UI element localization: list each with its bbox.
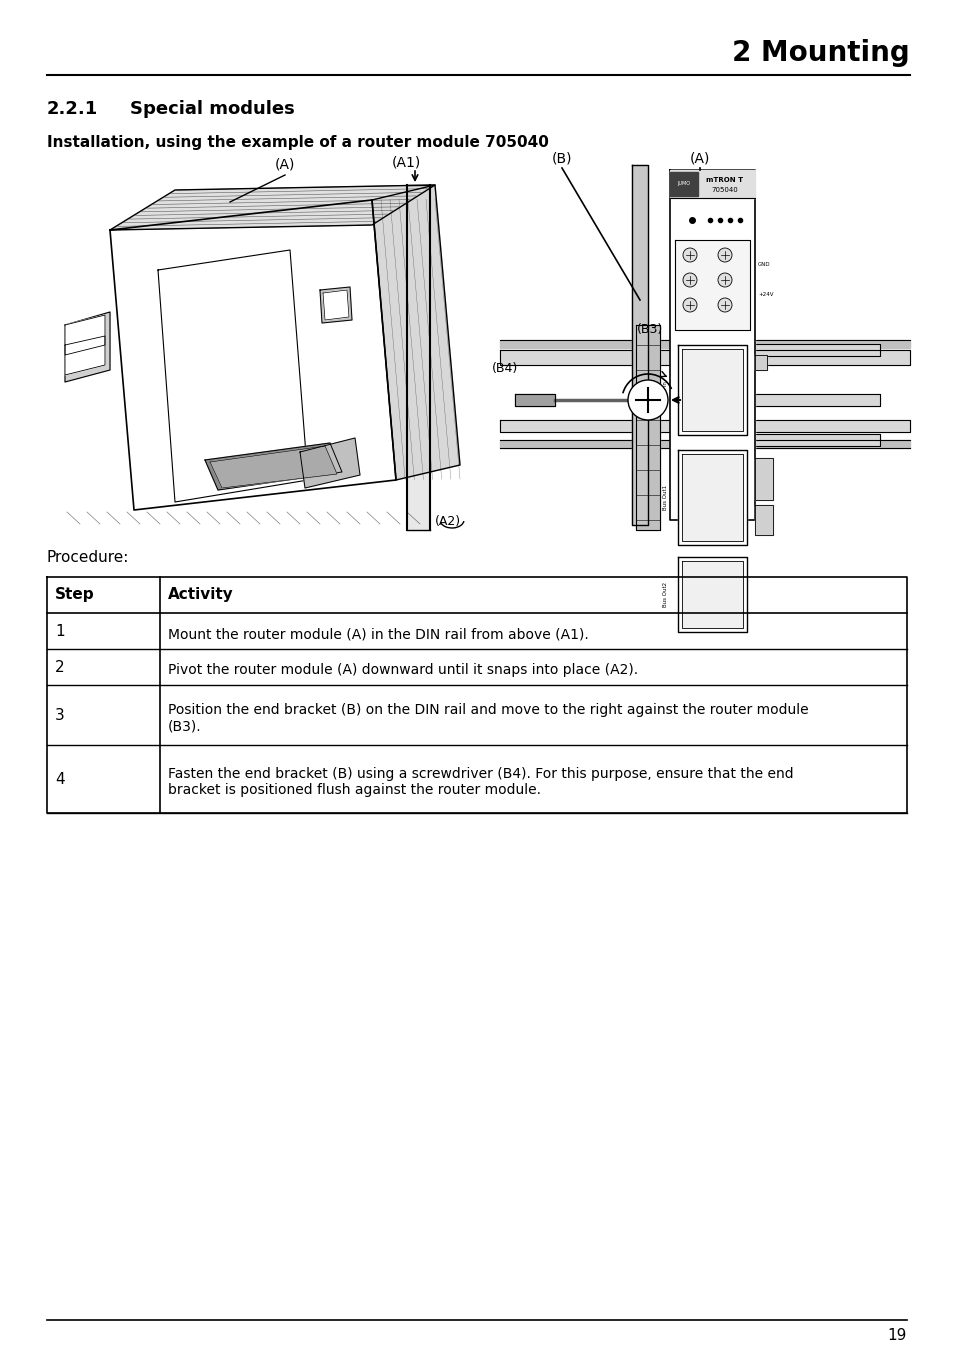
- Polygon shape: [110, 200, 395, 510]
- Text: bracket is positioned flush against the router module.: bracket is positioned flush against the …: [168, 783, 540, 796]
- Text: Bus In: Bus In: [662, 382, 667, 398]
- Polygon shape: [669, 170, 754, 520]
- Text: (B): (B): [551, 151, 572, 165]
- Polygon shape: [205, 443, 341, 490]
- Circle shape: [718, 273, 731, 288]
- Circle shape: [682, 298, 697, 312]
- Polygon shape: [754, 505, 772, 535]
- Text: 2.2.1: 2.2.1: [47, 100, 98, 117]
- Polygon shape: [499, 350, 909, 365]
- Polygon shape: [515, 394, 555, 406]
- Polygon shape: [675, 240, 749, 329]
- Polygon shape: [678, 558, 746, 632]
- Text: Bus Out1: Bus Out1: [662, 485, 667, 510]
- Polygon shape: [407, 185, 430, 531]
- Polygon shape: [754, 344, 879, 356]
- Polygon shape: [754, 458, 772, 500]
- Text: Special modules: Special modules: [130, 100, 294, 117]
- Text: (A1): (A1): [391, 157, 420, 170]
- Text: (B4): (B4): [492, 362, 517, 375]
- Polygon shape: [754, 433, 879, 446]
- Text: Step: Step: [55, 587, 94, 602]
- Text: Fasten the end bracket (B) using a screwdriver (B4). For this purpose, ensure th: Fasten the end bracket (B) using a screw…: [168, 767, 793, 782]
- Polygon shape: [158, 250, 308, 502]
- Polygon shape: [65, 312, 110, 382]
- Text: (A): (A): [274, 158, 294, 171]
- Polygon shape: [323, 290, 349, 320]
- Polygon shape: [754, 394, 879, 406]
- Text: (B3): (B3): [637, 324, 662, 336]
- Polygon shape: [669, 171, 698, 196]
- Text: Installation, using the example of a router module 705040: Installation, using the example of a rou…: [47, 135, 548, 150]
- Circle shape: [682, 273, 697, 288]
- Polygon shape: [372, 185, 459, 481]
- Text: Position the end bracket (B) on the DIN rail and move to the right against the r: Position the end bracket (B) on the DIN …: [168, 703, 808, 717]
- Circle shape: [718, 248, 731, 262]
- Text: +24V: +24V: [758, 293, 773, 297]
- Polygon shape: [110, 185, 435, 230]
- Polygon shape: [499, 420, 909, 432]
- Text: 705040: 705040: [711, 188, 738, 193]
- Polygon shape: [669, 170, 754, 198]
- Text: Procedure:: Procedure:: [47, 549, 130, 566]
- Circle shape: [627, 379, 667, 420]
- Polygon shape: [299, 437, 359, 487]
- Polygon shape: [631, 165, 647, 525]
- Polygon shape: [319, 288, 352, 323]
- Text: (A2): (A2): [435, 516, 460, 528]
- Polygon shape: [678, 346, 746, 435]
- Polygon shape: [65, 336, 105, 375]
- Polygon shape: [681, 454, 742, 541]
- Text: Bus Out2: Bus Out2: [662, 582, 667, 608]
- Text: 4: 4: [55, 771, 65, 787]
- Text: Mount the router module (A) in the DIN rail from above (A1).: Mount the router module (A) in the DIN r…: [168, 626, 588, 641]
- Text: JUMO: JUMO: [677, 181, 690, 186]
- Text: 2: 2: [55, 660, 65, 675]
- Polygon shape: [65, 315, 105, 355]
- Text: 3: 3: [55, 707, 65, 722]
- Circle shape: [682, 248, 697, 262]
- Polygon shape: [681, 562, 742, 628]
- Text: (B3).: (B3).: [168, 720, 201, 733]
- Text: 1: 1: [55, 624, 65, 639]
- Polygon shape: [499, 340, 909, 348]
- Text: 19: 19: [886, 1328, 906, 1343]
- Text: mTRON T: mTRON T: [706, 177, 742, 184]
- Polygon shape: [636, 325, 659, 531]
- Text: Activity: Activity: [168, 587, 233, 602]
- Circle shape: [718, 298, 731, 312]
- Text: Pivot the router module (A) downward until it snaps into place (A2).: Pivot the router module (A) downward unt…: [168, 663, 638, 676]
- Polygon shape: [681, 350, 742, 431]
- Text: 2 Mounting: 2 Mounting: [732, 39, 909, 68]
- Polygon shape: [210, 446, 336, 487]
- Polygon shape: [754, 355, 766, 370]
- Polygon shape: [678, 450, 746, 545]
- Polygon shape: [499, 440, 909, 448]
- Text: GND: GND: [758, 262, 770, 267]
- Text: (A): (A): [689, 151, 709, 165]
